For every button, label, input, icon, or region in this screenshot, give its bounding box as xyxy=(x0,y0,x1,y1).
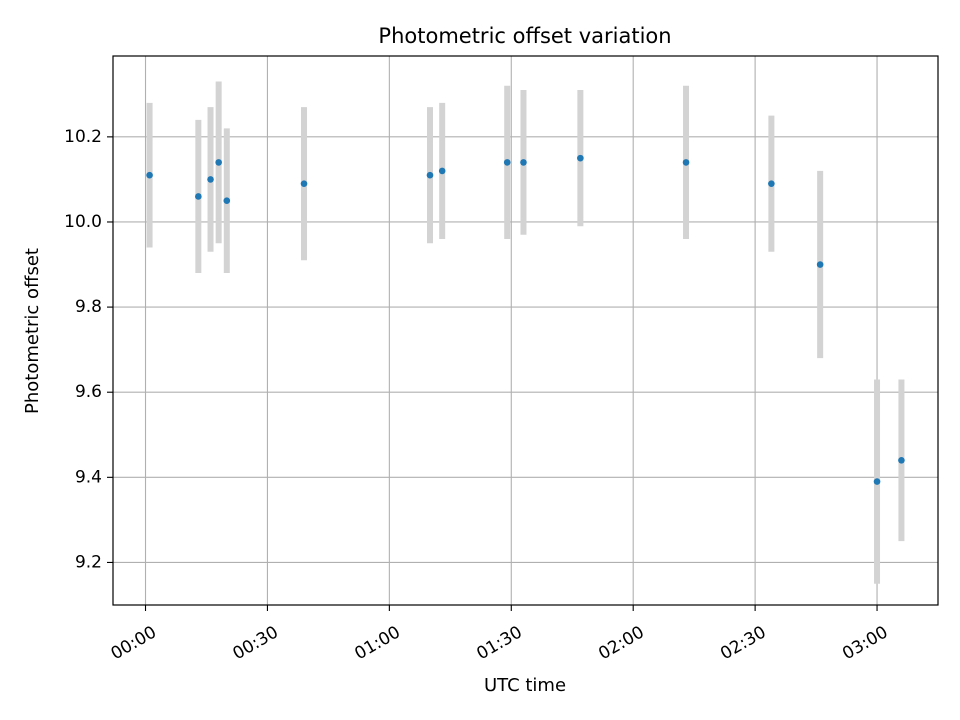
data-point xyxy=(426,171,434,179)
y-tick-label: 9.4 xyxy=(75,467,102,487)
data-point xyxy=(146,171,153,179)
y-axis-title: Photometric offset xyxy=(22,248,43,414)
data-point xyxy=(768,180,775,187)
data-points xyxy=(146,154,905,485)
y-tick-label: 10.0 xyxy=(64,212,102,232)
y-tick-label: 9.6 xyxy=(75,382,102,402)
data-point xyxy=(207,176,214,183)
plot-frame xyxy=(112,55,939,606)
data-point xyxy=(520,159,527,166)
data-point xyxy=(223,197,231,204)
data-point xyxy=(682,159,690,166)
data-point xyxy=(898,457,905,464)
x-axis-title: UTC time xyxy=(484,675,566,696)
y-tick-label: 10.2 xyxy=(64,127,102,147)
data-point xyxy=(873,478,881,485)
data-point xyxy=(215,159,222,166)
data-point xyxy=(503,159,511,166)
data-point xyxy=(438,167,446,175)
data-point xyxy=(816,261,824,268)
data-point xyxy=(195,193,202,200)
data-point xyxy=(300,180,308,187)
y-tick-label: 9.8 xyxy=(75,297,102,317)
y-tick-label: 9.2 xyxy=(75,552,102,572)
chart-title: Photometric offset variation xyxy=(378,24,671,48)
data-point xyxy=(577,154,584,162)
